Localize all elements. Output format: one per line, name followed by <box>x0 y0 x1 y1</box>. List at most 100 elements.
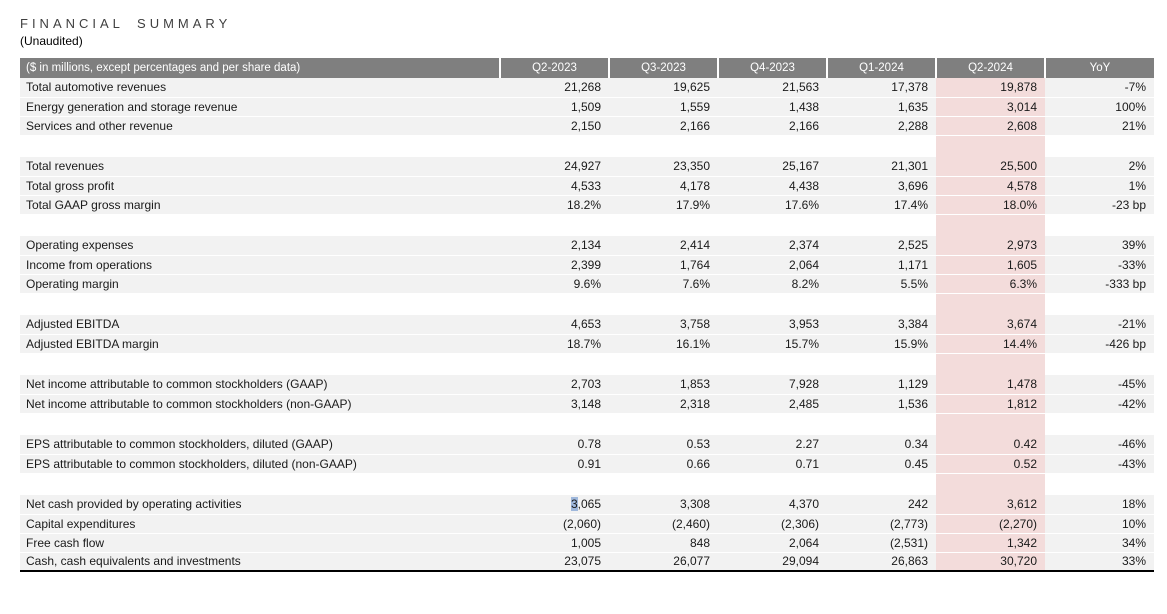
table-row: Operating margin 9.6% 7.6% 8.2% 5.5% 6.3% -333… <box>20 274 1154 294</box>
cell-value: 23,075 <box>500 552 609 572</box>
cell-value: 3,674 <box>936 315 1045 335</box>
column-header-q1-2024: Q1-2024 <box>827 58 937 78</box>
cell-value: 2% <box>1045 157 1154 177</box>
cell-value: -43% <box>1045 454 1154 474</box>
cell-value: 26,077 <box>609 552 718 572</box>
cell-value: 4,533 <box>500 176 609 196</box>
spacer-row <box>20 135 1154 157</box>
cell-value: 3,065 <box>500 495 609 515</box>
cell-value: 3,014 <box>936 97 1045 117</box>
page-subtitle: (Unaudited) <box>20 34 83 48</box>
column-header-yoy: YoY <box>1045 58 1154 78</box>
cell-value: 0.42 <box>936 435 1045 455</box>
cell-value: 17,378 <box>827 78 936 98</box>
row-label: Total automotive revenues <box>20 78 500 98</box>
cell-value: -21% <box>1045 315 1154 335</box>
row-label: Net cash provided by operating activitie… <box>20 495 500 515</box>
table-row: Total GAAP gross margin 18.2% 17.9% 17.6% 17… <box>20 195 1154 215</box>
table-row: EPS attributable to common stockholders,… <box>20 435 1154 455</box>
cell-value: 15.9% <box>827 334 936 354</box>
cell-value: 21,268 <box>500 78 609 98</box>
cell-value: 1,171 <box>827 255 936 275</box>
cell-value: 3,612 <box>936 495 1045 515</box>
spacer-cell-highlight <box>936 293 1045 315</box>
cell-value: 1,342 <box>936 533 1045 553</box>
row-label: Total revenues <box>20 157 500 177</box>
text-selection-highlight: 3 <box>570 497 578 512</box>
spacer-cell <box>1045 135 1154 157</box>
table-row: Adjusted EBITDA 4,653 3,758 3,953 3,384 3,674… <box>20 315 1154 335</box>
financial-summary-table: ($ in millions, except percentages and p… <box>20 58 1154 572</box>
cell-value: 2,374 <box>718 236 827 256</box>
cell-value: 3,696 <box>827 176 936 196</box>
cell-value: 2.27 <box>718 435 827 455</box>
cell-value: 3,148 <box>500 394 609 414</box>
table-row: Free cash flow 1,005 848 2,064 (2,531) 1,342 3… <box>20 533 1154 553</box>
cell-value: 6.3% <box>936 274 1045 294</box>
cell-value: 1,605 <box>936 255 1045 275</box>
cell-value: (2,060) <box>500 514 609 534</box>
row-label: Operating margin <box>20 274 500 294</box>
spacer-cell-highlight <box>936 135 1045 157</box>
cell-value: -33% <box>1045 255 1154 275</box>
cell-value: 19,625 <box>609 78 718 98</box>
cell-value: (2,270) <box>936 514 1045 534</box>
table-row: Total gross profit 4,533 4,178 4,438 3,696 4,… <box>20 176 1154 196</box>
table-row: Cash, cash equivalents and investments 23… <box>20 552 1154 572</box>
cell-value: 242 <box>827 495 936 515</box>
spacer-cell <box>20 473 936 495</box>
cell-value: 21,301 <box>827 157 936 177</box>
table-row: Adjusted EBITDA margin 18.7% 16.1% 15.7% 15.… <box>20 334 1154 354</box>
cell-value: 1,635 <box>827 97 936 117</box>
table-row: Capital expenditures (2,060) (2,460) (2,306… <box>20 514 1154 534</box>
cell-value: 2,525 <box>827 236 936 256</box>
cell-value: 33% <box>1045 552 1154 572</box>
cell-value: 1,812 <box>936 394 1045 414</box>
cell-value: -333 bp <box>1045 274 1154 294</box>
cell-value: 3,953 <box>718 315 827 335</box>
cell-value: 34% <box>1045 533 1154 553</box>
spacer-cell-highlight <box>936 473 1045 495</box>
cell-value: 0.52 <box>936 454 1045 474</box>
cell-value: 2,608 <box>936 116 1045 136</box>
spacer-cell-highlight <box>936 353 1045 375</box>
column-header-q4-2023: Q4-2023 <box>718 58 828 78</box>
cell-value: -7% <box>1045 78 1154 98</box>
row-label: Net income attributable to common stockh… <box>20 375 500 395</box>
table-row: Income from operations 2,399 1,764 2,064 1,1… <box>20 255 1154 275</box>
cell-value: 8.2% <box>718 274 827 294</box>
column-header-q3-2023: Q3-2023 <box>609 58 719 78</box>
cell-value: 1,536 <box>827 394 936 414</box>
cell-value: 3,384 <box>827 315 936 335</box>
cell-value: 2,414 <box>609 236 718 256</box>
cell-value: 2,703 <box>500 375 609 395</box>
cell-value: 17.9% <box>609 195 718 215</box>
spacer-cell-highlight <box>936 413 1045 435</box>
cell-value: 1,853 <box>609 375 718 395</box>
cell-value: 18.0% <box>936 195 1045 215</box>
cell-value: 2,399 <box>500 255 609 275</box>
row-label: Services and other revenue <box>20 116 500 136</box>
cell-value: 25,167 <box>718 157 827 177</box>
cell-value: 0.66 <box>609 454 718 474</box>
cell-value: 1% <box>1045 176 1154 196</box>
cell-value: 24,927 <box>500 157 609 177</box>
cell-value: 39% <box>1045 236 1154 256</box>
cell-value: 848 <box>609 533 718 553</box>
cell-value: 26,863 <box>827 552 936 572</box>
cell-value: 2,134 <box>500 236 609 256</box>
cell-value: 21% <box>1045 116 1154 136</box>
cell-value: 4,370 <box>718 495 827 515</box>
spacer-cell <box>1045 214 1154 236</box>
table-row: Net income attributable to common stockh… <box>20 394 1154 414</box>
cell-value: (2,306) <box>718 514 827 534</box>
cell-value: 30,720 <box>936 552 1045 572</box>
spacer-cell <box>20 214 936 236</box>
cell-value: 29,094 <box>718 552 827 572</box>
cell-value: 18.7% <box>500 334 609 354</box>
table-row: Operating expenses 2,134 2,414 2,374 2,525 2,… <box>20 236 1154 256</box>
cell-value: 0.34 <box>827 435 936 455</box>
cell-value: 2,166 <box>609 116 718 136</box>
cell-value: 4,178 <box>609 176 718 196</box>
